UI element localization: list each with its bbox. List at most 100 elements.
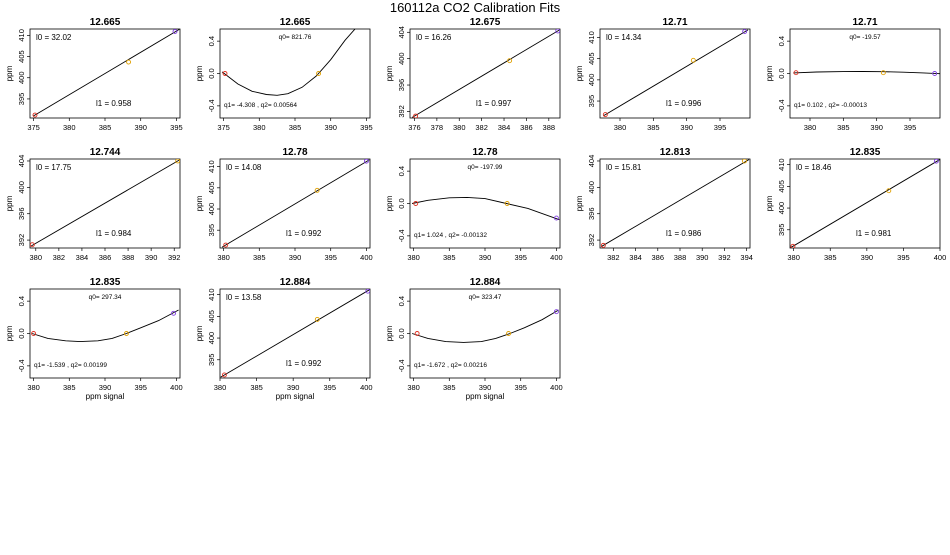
fit-annotation: q0= -197.99	[468, 164, 503, 171]
data-layer	[600, 159, 750, 248]
data-point	[172, 29, 178, 34]
data-point	[363, 159, 369, 164]
panel-3: 12.675 376 378 380 382 384 386 388 392 396 400 404 p…	[385, 17, 561, 132]
fit-annotation: q0= -19.57	[849, 34, 881, 41]
data-point	[932, 71, 938, 76]
data-point	[223, 242, 229, 248]
y-tick-label: 395	[777, 224, 786, 237]
x-axis-label: ppm signal	[86, 392, 125, 401]
data-point	[31, 331, 37, 336]
panel-title: 12.835	[850, 147, 881, 158]
data-layer	[221, 159, 370, 248]
x-tick-label: 395	[323, 383, 336, 392]
x-tick-label: 395	[714, 123, 727, 132]
data-layer	[412, 196, 560, 221]
y-tick-label: 410	[207, 288, 216, 301]
fit-annotation: l1 = 0.981	[856, 229, 892, 238]
y-tick-label: 404	[397, 26, 406, 39]
y-tick-label: 395	[587, 95, 596, 108]
fit-annotation: l0 = 14.08	[226, 163, 262, 172]
x-tick-label: 380	[217, 253, 230, 262]
x-tick-label: 395	[134, 383, 147, 392]
y-axis-label: ppm	[385, 65, 394, 81]
x-axis-label: ppm signal	[276, 392, 315, 401]
data-point	[600, 242, 606, 248]
y-tick-label: 405	[17, 50, 26, 63]
x-tick-label: 395	[170, 123, 183, 132]
fit-annotation: l0 = 13.58	[226, 293, 262, 302]
y-tick-label: 0.0	[397, 328, 406, 338]
x-tick-label: 385	[63, 383, 76, 392]
fit-annotation: q0= 297.34	[89, 294, 122, 301]
y-tick-label: 0.4	[397, 166, 406, 176]
y-tick-label: 400	[587, 74, 596, 87]
x-tick-label: 380	[407, 383, 420, 392]
fit-line	[30, 159, 180, 247]
y-tick-label: 396	[17, 207, 26, 220]
x-tick-label: 395	[324, 253, 337, 262]
x-tick-label: 395	[514, 383, 527, 392]
fit-annotation: l1 = 0.986	[666, 229, 702, 238]
y-tick-label: 410	[587, 31, 596, 44]
y-tick-label: 396	[397, 79, 406, 92]
fit-annotation: l1 = 0.992	[286, 359, 322, 368]
data-point	[602, 112, 608, 118]
y-tick-label: 405	[207, 310, 216, 323]
x-tick-label: 385	[824, 253, 837, 262]
fit-curve	[31, 309, 179, 343]
panel-6: 12.744 380 382 384 386 388 390 392 392 396 400 404 p…	[5, 147, 180, 262]
data-point	[413, 201, 419, 206]
x-tick-label: 385	[289, 123, 302, 132]
x-tick-label: 386	[520, 123, 533, 132]
y-axis-label: ppm	[575, 195, 584, 211]
fit-annotation: l1 = 0.992	[286, 229, 322, 238]
data-point	[880, 70, 886, 76]
x-axis-label: ppm signal	[466, 392, 505, 401]
x-tick-label: 375	[217, 123, 230, 132]
x-tick-label: 390	[680, 123, 693, 132]
x-tick-label: 395	[360, 123, 373, 132]
y-tick-label: -0.4	[17, 359, 26, 372]
fit-curve	[412, 196, 560, 221]
y-tick-label: 400	[17, 181, 26, 194]
panel-title: 12.71	[662, 17, 687, 28]
data-layer	[790, 159, 940, 248]
data-point	[316, 71, 322, 76]
y-tick-label: 395	[17, 93, 26, 106]
data-point	[221, 372, 227, 378]
data-point	[126, 59, 132, 65]
x-tick-label: 390	[696, 253, 709, 262]
x-tick-label: 380	[804, 123, 817, 132]
plot-frame	[219, 288, 371, 379]
y-tick-label: 405	[777, 180, 786, 193]
x-tick-label: 395	[904, 123, 917, 132]
x-tick-label: 380	[27, 383, 40, 392]
panel-10: 12.835 380 385 390 395 400 395 400 405 410 ppm l0 =…	[765, 147, 946, 262]
y-axis-label: ppm	[195, 195, 204, 211]
y-tick-label: 400	[587, 181, 596, 194]
y-tick-label: 0.4	[207, 36, 216, 46]
fit-annotation: q0= 821.76	[279, 34, 312, 41]
fit-annotation: q1= 1.024 , q2= -0.00132	[414, 232, 487, 239]
x-tick-label: 394	[740, 253, 753, 262]
panel-title: 12.71	[852, 17, 877, 28]
y-tick-label: 404	[17, 155, 26, 168]
x-tick-label: 380	[253, 123, 266, 132]
x-tick-label: 376	[408, 123, 421, 132]
x-tick-label: 380	[214, 383, 227, 392]
y-axis-label: ppm	[195, 65, 204, 81]
panel-8: 12.78 380 385 390 395 400 -0.4 0.0 0.4 ppm q0= -19…	[385, 147, 563, 262]
fit-annotation: l0 = 17.75	[36, 163, 72, 172]
data-point	[413, 113, 419, 118]
x-tick-label: 388	[543, 123, 556, 132]
fit-annotation: q1= -1.539 , q2= 0.00199	[34, 362, 107, 369]
fit-annotation: q1= -1.672 , q2= 0.00216	[414, 362, 487, 369]
x-tick-label: 390	[145, 253, 158, 262]
x-tick-label: 400	[934, 253, 947, 262]
y-tick-label: 0.4	[17, 296, 26, 306]
x-tick-label: 388	[674, 253, 687, 262]
data-point	[553, 215, 559, 221]
panel-4: 12.71 380 385 390 395 395 400 405 410 ppm l0 = 14.…	[575, 17, 751, 132]
fit-curve	[411, 309, 559, 343]
